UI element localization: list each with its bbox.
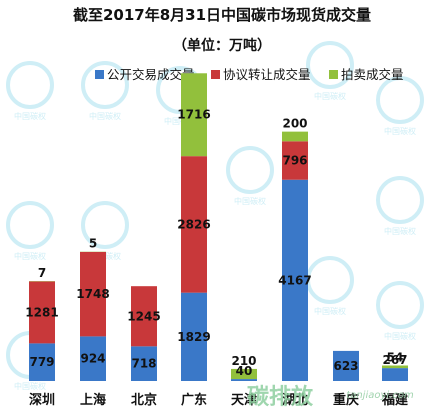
legend-swatch [211, 70, 220, 79]
watermark-ring-text: 中国碳权 [234, 196, 266, 206]
watermark-ring-text: 中国碳权 [384, 331, 416, 341]
brand-watermark-text: 碳排放 [247, 384, 314, 410]
legend: 公开交易成交量 协议转让成交量 拍卖成交量 [95, 67, 404, 82]
bar-segment: 广东 协议转让成交量: 2826 [181, 156, 207, 293]
legend-swatch [95, 70, 104, 79]
watermark-ring-text: 中国碳权 [384, 126, 416, 136]
chart-subtitle: （单位：万吨） [173, 37, 271, 54]
data-label: 924 [80, 352, 105, 366]
data-label: 796 [282, 154, 307, 168]
data-label: 5 [89, 237, 97, 251]
data-label: 1245 [127, 309, 160, 323]
watermark-ring: 中国碳权 [306, 41, 354, 101]
data-label: 267 [382, 353, 407, 367]
bar-segment: 重庆 公开交易成交量: 623 [333, 350, 359, 381]
category-label: 福建 [381, 392, 408, 408]
data-label: 718 [131, 357, 156, 371]
data-label: 7 [38, 266, 46, 280]
category-label: 天津 [231, 392, 257, 408]
data-label: 54 [387, 350, 404, 364]
watermark-ring-text: 中国碳权 [14, 251, 46, 261]
watermark-layer: 中国碳权中国碳权中国碳权中国碳权中国碳权中国碳权中国碳权中国碳权中国碳权中国碳权… [6, 41, 424, 391]
legend-label: 拍卖成交量 [341, 67, 404, 82]
data-label: 623 [333, 359, 358, 373]
bar-segment: 天津 拍卖成交量: 210 [231, 368, 257, 380]
legend-item: 拍卖成交量 [329, 67, 404, 82]
legend-swatch [329, 70, 338, 79]
watermark-ring-text: 中国碳权 [314, 91, 346, 101]
data-label: 200 [282, 117, 307, 131]
data-label: 1716 [177, 108, 210, 122]
legend-label: 公开交易成交量 [107, 67, 195, 82]
bar-segment: 福建 公开交易成交量: 267 [382, 368, 408, 381]
bar-segment: 广东 公开交易成交量: 1829 [181, 292, 207, 381]
watermark-ring: 中国碳权 [6, 201, 54, 261]
bar-segment: 湖北 拍卖成交量: 200 [282, 131, 308, 142]
bar-segment: 北京 公开交易成交量: 718 [131, 346, 157, 381]
category-label: 广东 [181, 392, 207, 408]
legend-item: 协议转让成交量 [211, 67, 311, 82]
category-label: 深圳 [29, 392, 55, 408]
data-label: 1281 [25, 305, 58, 319]
category-labels: 深圳 上海 北京 广东 天津 湖北 重庆 福建 [29, 392, 408, 408]
data-label: 1829 [177, 330, 210, 344]
bar-segment: 北京 协议转让成交量: 1245 [131, 286, 157, 347]
legend-item: 公开交易成交量 [95, 67, 195, 82]
category-label: 北京 [131, 392, 157, 408]
bars: 深圳 公开交易成交量: 779深圳 协议转让成交量: 1281深圳 拍卖成交量:… [29, 73, 408, 381]
data-label: 1748 [76, 287, 109, 301]
watermark-ring-text: 中国碳权 [14, 381, 46, 391]
bar-segment: 湖北 协议转让成交量: 796 [282, 141, 308, 180]
category-label: 湖北 [282, 393, 308, 408]
data-label: 40 [236, 364, 253, 378]
data-label: 2826 [177, 217, 210, 231]
brand-watermark-url: tanjiaoyi.com [346, 390, 414, 401]
bar-segment: 深圳 公开交易成交量: 779 [29, 343, 55, 381]
watermark-ring: 中国碳权 [81, 61, 129, 121]
category-label: 上海 [80, 392, 106, 408]
bar-segment: 湖北 公开交易成交量: 4167 [282, 179, 308, 381]
watermark-ring-text: 中国碳权 [314, 306, 346, 316]
bar-segment: 天津 公开交易成交量: 40 [231, 379, 257, 381]
value-labels: 779 1281 7 924 1748 5 718 1245 1829 2826 1716 40210… [25, 108, 407, 378]
bar-segment: 上海 协议转让成交量: 1748 [80, 251, 106, 337]
watermark-ring-text: 中国碳权 [164, 116, 196, 126]
watermark-ring: 中国碳权 [376, 281, 424, 341]
legend-label: 协议转让成交量 [223, 67, 311, 82]
bar-segment: 上海 公开交易成交量: 924 [80, 336, 106, 381]
data-label: 210 [231, 354, 256, 368]
watermark-ring-text: 中国碳权 [384, 226, 416, 236]
data-label: 779 [29, 355, 54, 369]
chart-title: 截至2017年8月31日中国碳市场现货成交量 [73, 6, 371, 24]
watermark-ring: 中国碳权 [376, 76, 424, 136]
watermark-ring: 中国碳权 [226, 146, 274, 206]
bar-segment: 广东 拍卖成交量: 1716 [181, 73, 207, 157]
data-label: 4167 [278, 273, 311, 287]
bar-segment: 深圳 协议转让成交量: 1281 [29, 281, 55, 344]
brand-watermark: 碳排放 tanjiaoyi.com [247, 384, 414, 410]
watermark-ring: 中国碳权 [306, 256, 354, 316]
watermark-ring: 中国碳权 [6, 61, 54, 121]
category-label: 重庆 [333, 392, 359, 408]
watermark-ring: 中国碳权 [376, 176, 424, 236]
bar-segment: 福建 拍卖成交量: 54 [382, 365, 408, 369]
watermark-ring-text: 中国碳权 [89, 111, 121, 121]
watermark-ring-text: 中国碳权 [14, 111, 46, 121]
